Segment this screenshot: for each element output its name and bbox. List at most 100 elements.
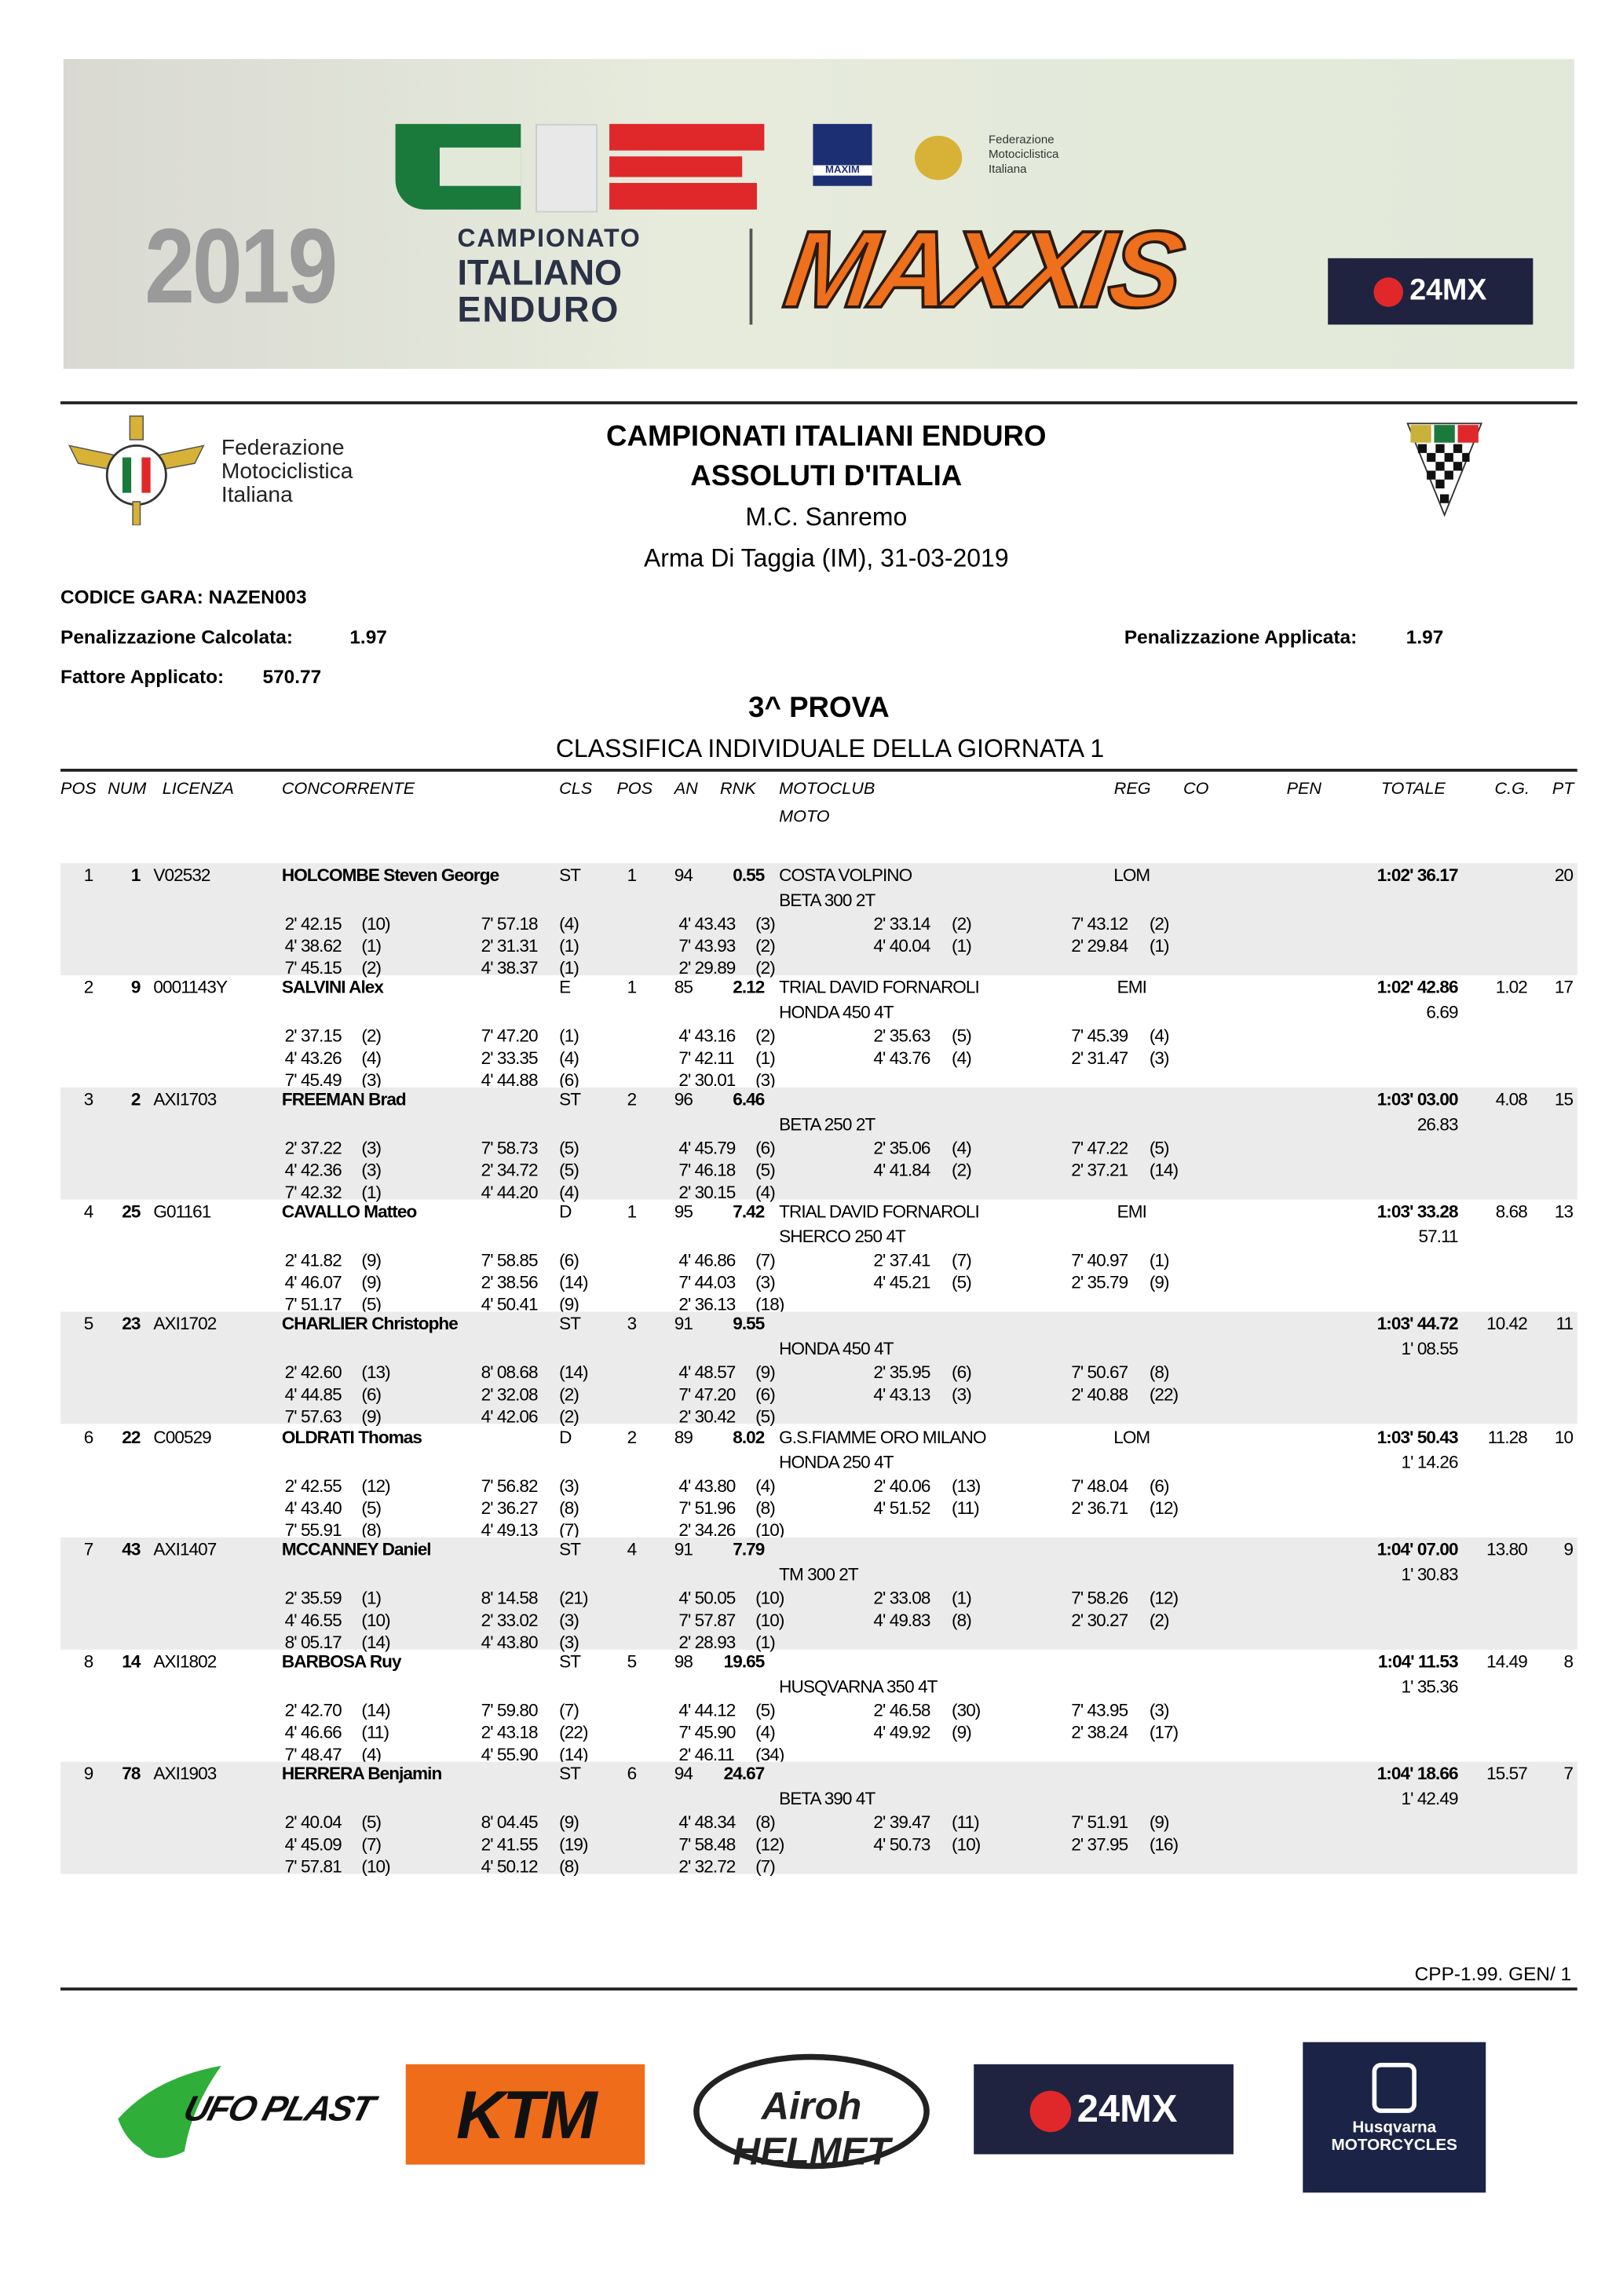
rider-name: CAVALLO Matteo	[281, 1201, 417, 1223]
special-test-rank: (6)	[559, 1069, 579, 1091]
special-test-rank: (7)	[952, 1250, 972, 1271]
birth-year: 94	[674, 865, 693, 886]
special-test-rank: (9)	[1149, 1272, 1170, 1293]
special-test-rank: (14)	[361, 1631, 390, 1652]
general-gap: 10.42	[1486, 1314, 1528, 1335]
table-row: 3 2 AXI1703 FREEMAN Brad ST 2 96 6.46 1:03' 03.0…	[60, 1088, 1577, 1203]
special-test-time: 4' 44.20	[481, 1182, 539, 1203]
special-test-time: 2' 37.22	[284, 1138, 342, 1159]
rider-name: CHARLIER Christophe	[281, 1314, 459, 1335]
special-test-time: 2' 30.01	[678, 1069, 736, 1091]
gap-time: 1' 42.49	[1401, 1788, 1459, 1809]
motorcycle: SHERCO 250 4T	[779, 1227, 906, 1248]
special-test-time: 2' 42.15	[284, 913, 342, 934]
special-test-time: 4' 55.90	[481, 1743, 539, 1764]
special-test-rank: (10)	[361, 1855, 390, 1877]
special-test-time: 2' 37.95	[1071, 1834, 1128, 1855]
special-test-rank: (10)	[361, 1609, 390, 1630]
license: 0001143Y	[153, 977, 228, 998]
general-gap: 11.28	[1487, 1426, 1528, 1447]
ranking: 7.79	[733, 1538, 765, 1559]
motorcycle: HUSQVARNA 350 4T	[779, 1676, 938, 1697]
ranking: 2.12	[733, 977, 765, 998]
special-test-time: 4' 46.07	[284, 1272, 342, 1293]
special-test-rank: (3)	[1149, 1047, 1170, 1069]
special-test-time: 2' 33.08	[873, 1587, 930, 1608]
col-an: AN	[674, 781, 698, 799]
special-test-time: 7' 57.81	[284, 1855, 342, 1877]
special-test-rank: (1)	[1149, 1250, 1170, 1271]
total-time: 1:02' 42.86	[1376, 977, 1459, 998]
special-test-rank: (7)	[755, 1250, 776, 1271]
special-test-time: 2' 29.89	[678, 957, 736, 978]
special-test-time: 2' 28.93	[678, 1631, 736, 1652]
special-test-time: 2' 42.55	[284, 1475, 342, 1496]
heading-title: CAMPIONATI ITALIANI ENDURO	[606, 420, 1047, 453]
special-test-rank: (8)	[559, 1855, 579, 1877]
special-test-rank: (2)	[559, 1384, 579, 1406]
special-test-rank: (9)	[952, 1721, 972, 1742]
special-test-rank: (9)	[361, 1272, 382, 1293]
birth-year: 96	[674, 1089, 693, 1110]
special-test-rank: (5)	[361, 1294, 382, 1315]
table-row: 4 25 G01161 CAVALLO Matteo D 1 95 7.42 TRIAL DAV…	[60, 1200, 1577, 1315]
special-test-time: 7' 58.48	[678, 1834, 736, 1855]
maxxis-logo: MAXXIS	[777, 207, 1189, 332]
special-test-rank: (2)	[1149, 913, 1170, 934]
special-test-rank: (4)	[361, 1743, 382, 1764]
special-test-rank: (9)	[1149, 1812, 1170, 1833]
class: ST	[559, 1763, 581, 1784]
special-test-time: 7' 51.91	[1071, 1812, 1128, 1833]
motorcycle: HONDA 450 4T	[779, 1002, 894, 1023]
special-test-rank: (3)	[755, 913, 776, 934]
special-test-rank: (6)	[361, 1384, 382, 1406]
special-test-time: 4' 43.13	[873, 1384, 930, 1406]
special-test-time: 4' 43.80	[481, 1631, 539, 1652]
special-test-time: 2' 35.63	[873, 1026, 930, 1047]
result-position: 3	[83, 1089, 94, 1110]
col-pt: PT	[1552, 781, 1574, 799]
special-test-rank: (2)	[559, 1406, 579, 1428]
special-test-rank: (5)	[361, 1812, 382, 1833]
rider-name: HOLCOMBE Steven George	[281, 865, 499, 886]
special-test-rank: (6)	[1149, 1475, 1170, 1496]
special-test-rank: (8)	[361, 1519, 382, 1540]
bib-number: 14	[122, 1651, 141, 1672]
class: D	[559, 1201, 572, 1223]
special-test-rank: (34)	[755, 1743, 784, 1764]
championship-line-2: ITALIANO	[457, 254, 623, 294]
special-test-time: 7' 50.67	[1071, 1362, 1128, 1384]
col-cg: C.G.	[1494, 781, 1530, 799]
fmi-logo-text: Federazione	[221, 435, 345, 461]
special-test-time: 7' 40.97	[1071, 1250, 1128, 1271]
special-test-time: 7' 44.03	[678, 1272, 736, 1293]
class-position: 5	[627, 1651, 638, 1672]
pen-calc-value: 1.97	[349, 625, 387, 648]
special-test-time: 4' 38.62	[284, 935, 342, 956]
special-test-time: 2' 34.26	[678, 1519, 736, 1540]
special-test-time: 8' 05.17	[284, 1631, 342, 1652]
col-pen: PEN	[1286, 781, 1322, 799]
special-test-rank: (12)	[755, 1834, 784, 1855]
special-test-time: 7' 45.39	[1071, 1026, 1128, 1047]
points: 9	[1563, 1538, 1574, 1559]
special-test-rank: (22)	[1149, 1384, 1179, 1406]
special-test-time: 7' 45.90	[678, 1721, 736, 1742]
special-test-rank: (2)	[952, 1160, 972, 1181]
class-position: 3	[627, 1314, 638, 1335]
special-test-time: 4' 50.12	[481, 1855, 539, 1877]
special-test-time: 4' 50.73	[873, 1834, 930, 1855]
special-test-time: 7' 42.11	[678, 1047, 734, 1069]
points: 15	[1554, 1089, 1574, 1110]
special-test-rank: (4)	[559, 1182, 579, 1203]
special-test-time: 7' 42.32	[284, 1182, 342, 1203]
banner-year: 2019	[144, 207, 338, 327]
total-time: 1:04' 18.66	[1376, 1763, 1459, 1784]
special-test-time: 8' 14.58	[481, 1587, 539, 1608]
class: ST	[559, 1538, 581, 1559]
special-test-rank: (2)	[952, 913, 972, 934]
special-test-time: 7' 48.47	[284, 1743, 342, 1764]
special-test-time: 7' 59.80	[481, 1699, 539, 1720]
motorcycle: TM 300 2T	[779, 1563, 859, 1585]
special-test-rank: (13)	[952, 1475, 981, 1496]
